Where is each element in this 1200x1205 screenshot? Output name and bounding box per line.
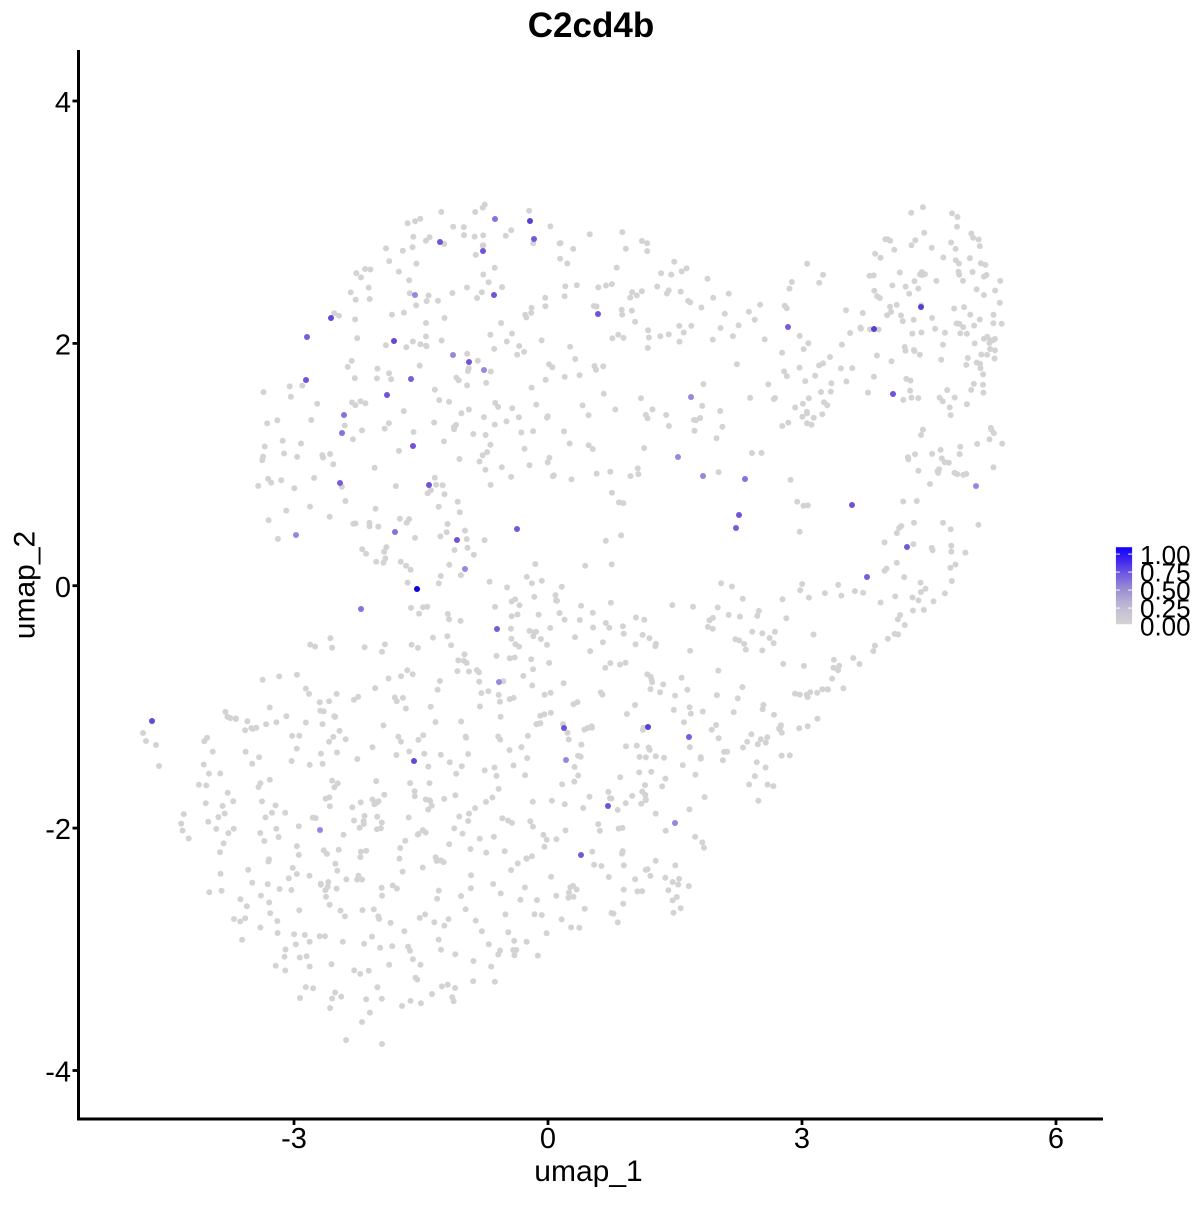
svg-text:-2: -2 [45, 814, 71, 846]
svg-text:0.00: 0.00 [1140, 612, 1191, 642]
svg-text:0.75: 0.75 [1140, 558, 1191, 588]
svg-text:3: 3 [794, 1123, 810, 1155]
svg-text:0: 0 [55, 572, 71, 604]
svg-text:umap_1: umap_1 [534, 1155, 642, 1188]
svg-text:6: 6 [1048, 1123, 1064, 1155]
svg-text:umap_2: umap_2 [9, 531, 42, 639]
svg-text:2: 2 [55, 330, 71, 362]
svg-text:0.25: 0.25 [1140, 594, 1191, 624]
svg-text:0: 0 [540, 1123, 556, 1155]
svg-text:-3: -3 [281, 1123, 307, 1155]
svg-text:0.50: 0.50 [1140, 576, 1191, 606]
svg-text:C2cd4b: C2cd4b [528, 6, 654, 45]
svg-text:4: 4 [55, 87, 71, 119]
svg-text:1.00: 1.00 [1140, 540, 1191, 570]
svg-text:-4: -4 [45, 1057, 71, 1089]
